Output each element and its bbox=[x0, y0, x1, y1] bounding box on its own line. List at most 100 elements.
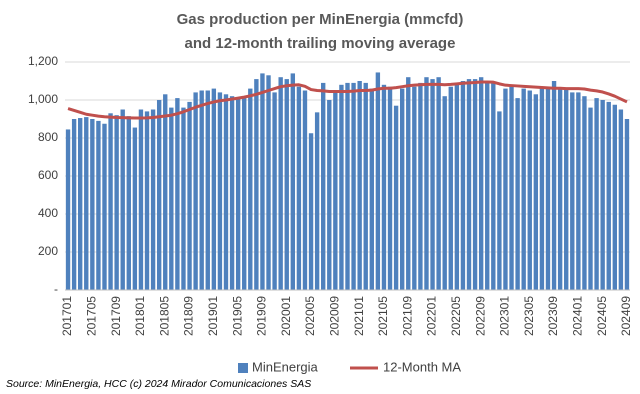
bar bbox=[96, 120, 101, 291]
x-tick-label: 202205 bbox=[449, 296, 463, 336]
bar bbox=[570, 92, 575, 291]
bar bbox=[594, 98, 599, 290]
bar bbox=[436, 77, 441, 290]
bar bbox=[485, 81, 490, 290]
bar bbox=[199, 90, 204, 290]
bar bbox=[533, 94, 539, 290]
bar bbox=[65, 129, 71, 290]
bar bbox=[612, 104, 617, 290]
x-tick-label: 202305 bbox=[522, 296, 536, 336]
bar bbox=[235, 98, 241, 290]
bar bbox=[466, 79, 472, 290]
bar bbox=[296, 86, 302, 290]
bar bbox=[120, 109, 125, 290]
bar bbox=[624, 119, 630, 290]
y-tick-label: 400 bbox=[38, 206, 58, 220]
bar bbox=[345, 82, 350, 291]
x-tick-label: 201901 bbox=[206, 296, 220, 336]
bar bbox=[375, 72, 381, 290]
bar bbox=[314, 112, 320, 290]
bar bbox=[491, 82, 496, 291]
x-tick-label: 202005 bbox=[303, 296, 317, 336]
bar bbox=[351, 82, 356, 291]
bar bbox=[430, 79, 435, 290]
x-tick-label: 201801 bbox=[133, 296, 147, 336]
bar bbox=[217, 92, 223, 291]
bar bbox=[156, 100, 162, 290]
bar bbox=[90, 119, 95, 290]
bar bbox=[126, 116, 131, 291]
bar bbox=[497, 111, 502, 291]
x-tick-label: 202409 bbox=[619, 296, 633, 336]
ma-line bbox=[67, 80, 628, 120]
bar bbox=[472, 79, 478, 290]
y-tick-label: 200 bbox=[38, 244, 58, 258]
bar bbox=[454, 84, 460, 290]
x-tick-label: 202201 bbox=[425, 296, 439, 336]
bar bbox=[278, 77, 283, 290]
y-tick-label: - bbox=[54, 282, 58, 296]
x-tick-label: 201705 bbox=[85, 296, 99, 336]
x-tick-label: 201905 bbox=[230, 296, 244, 336]
bar bbox=[327, 100, 332, 290]
bar bbox=[150, 109, 156, 290]
bar bbox=[266, 75, 271, 290]
bar bbox=[205, 90, 210, 290]
x-tick-label: 201809 bbox=[182, 296, 196, 336]
legend-label: 12-Month MA bbox=[383, 359, 461, 374]
bar bbox=[108, 113, 113, 290]
bar bbox=[363, 82, 368, 291]
bar bbox=[545, 88, 551, 290]
x-tick-label: 201805 bbox=[157, 296, 171, 336]
x-tick-label: 201709 bbox=[109, 296, 123, 336]
bar bbox=[169, 107, 174, 290]
x-tick-label: 202001 bbox=[279, 296, 293, 336]
bar bbox=[557, 88, 563, 290]
bar bbox=[138, 109, 144, 290]
bar bbox=[211, 88, 217, 290]
bar bbox=[582, 96, 587, 290]
bar bbox=[84, 117, 89, 290]
source: Source: MinEnergia, HCC (c) 2024 Mirador… bbox=[6, 378, 311, 390]
bar bbox=[187, 101, 192, 291]
bar bbox=[357, 81, 362, 290]
bar bbox=[424, 77, 429, 290]
chart-title: and 12-month trailing moving average bbox=[185, 35, 456, 52]
bar bbox=[509, 86, 514, 290]
bar bbox=[515, 98, 520, 290]
bar bbox=[539, 86, 545, 290]
bar bbox=[442, 96, 447, 290]
y-tick-label: 1,000 bbox=[28, 92, 58, 106]
bar bbox=[132, 127, 138, 290]
bar bbox=[248, 88, 253, 290]
x-tick-label: 202109 bbox=[400, 296, 414, 336]
x-tick-label: 202301 bbox=[498, 296, 512, 336]
x-tick-label: 202009 bbox=[328, 296, 342, 336]
bar bbox=[321, 82, 326, 291]
bar bbox=[478, 77, 484, 290]
bar bbox=[302, 90, 308, 290]
bar bbox=[412, 86, 417, 290]
bar bbox=[551, 81, 557, 290]
bar bbox=[393, 105, 399, 290]
bar bbox=[521, 88, 526, 290]
bar bbox=[564, 88, 569, 290]
bar bbox=[175, 98, 180, 290]
bar bbox=[223, 94, 229, 290]
x-tick-label: 202101 bbox=[352, 296, 366, 336]
bar bbox=[588, 107, 593, 290]
bar bbox=[102, 123, 107, 290]
bar bbox=[399, 88, 405, 290]
bar bbox=[114, 115, 119, 290]
x-tick-label: 202209 bbox=[473, 296, 487, 336]
bar bbox=[144, 111, 150, 291]
y-tick-label: 600 bbox=[38, 168, 58, 182]
legend-swatch bbox=[238, 363, 248, 373]
x-tick-label: 202405 bbox=[595, 296, 609, 336]
bar bbox=[193, 92, 198, 291]
bar bbox=[381, 84, 387, 290]
chart-title: Gas production per MinEnergia (mmcfd) bbox=[177, 11, 464, 28]
x-tick-label: 202401 bbox=[571, 296, 585, 336]
bar bbox=[503, 88, 508, 290]
